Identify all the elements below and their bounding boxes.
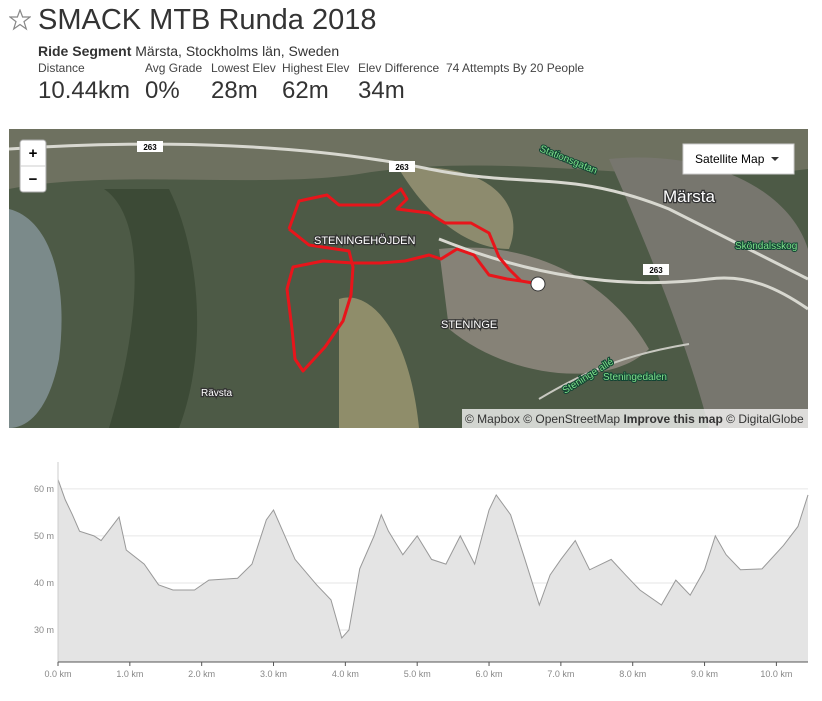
segment-type: Ride Segment [38,43,132,59]
stat-value: 28m [211,77,258,104]
stat-value: 10.44km [38,77,131,104]
elevation-line [57,479,809,640]
map-label: Sköndalsskog [735,241,797,252]
y-tick-label: 60 m [34,484,54,494]
x-tick-label: 5.0 km [404,669,431,679]
x-tick-label: 10.0 km [760,669,792,679]
attribution: © Mapbox © OpenStreetMap Improve this ma… [465,412,804,426]
x-tick-label: 6.0 km [476,669,503,679]
attribution-item[interactable]: © OpenStreetMap [523,412,620,426]
map-label: Rävsta [201,388,233,399]
road-number: 263 [143,143,157,152]
stat: Lowest Elev 28m [211,61,276,105]
x-tick-label: 1.0 km [116,669,143,679]
map[interactable]: 263 263 263 Märsta STENINGEHÖJDEN STENIN… [9,129,808,428]
y-tick-label: 30 m [34,625,54,635]
map-label: STENINGE [441,319,497,331]
x-tick-label: 4.0 km [332,669,359,679]
segment-info: Ride Segment Märsta, Stockholms län, Swe… [38,43,339,59]
map-label: STENINGEHÖJDEN [314,235,416,247]
layer-button[interactable]: Satellite Map [695,152,765,166]
map-label: Steningedalen [603,372,667,383]
stat-value: 0% [145,77,180,104]
stat-value: 62m [282,77,329,104]
stat-label: Avg Grade [145,61,203,75]
stat-value: 34m [358,77,405,104]
stat: Highest Elev 62m [282,61,349,105]
stat-label: Distance [38,61,85,75]
x-tick-label: 7.0 km [547,669,574,679]
elevation-chart: 30 m 40 m 50 m 60 m 0.0 km 1.0 km 2.0 km 3.0 km… [34,462,809,679]
attempts: 74 Attempts By 20 People [446,61,585,75]
x-tick-label: 2.0 km [188,669,215,679]
location: Märsta, Stockholms län, Sweden [135,43,340,59]
stat-label: Elev Difference [358,61,440,75]
x-tick-label: 9.0 km [691,669,718,679]
stat-label: Highest Elev [282,61,350,75]
elevation-area [58,479,808,662]
zoom-in[interactable]: + [29,145,38,162]
y-tick-label: 50 m [34,531,54,541]
y-tick-label: 40 m [34,578,54,588]
x-tick-label: 8.0 km [619,669,646,679]
attribution-item[interactable]: © DigitalGlobe [726,412,804,426]
attribution-item[interactable]: © Mapbox [465,412,520,426]
road-number: 263 [395,163,409,172]
title: SMACK MTB Runda 2018 [38,4,377,36]
star-icon[interactable] [9,9,31,31]
stat: Elev Difference 34m [358,61,439,105]
stat: Distance 10.44km [38,61,130,105]
x-tick-label: 3.0 km [260,669,287,679]
map-label: Märsta [663,187,716,206]
x-tick-label: 0.0 km [44,669,71,679]
attribution-item[interactable]: Improve this map [623,412,722,426]
stat: Avg Grade 0% [145,61,202,105]
stat-label: Lowest Elev [211,61,276,75]
road-number: 263 [649,266,663,275]
zoom-out[interactable]: − [29,171,38,188]
